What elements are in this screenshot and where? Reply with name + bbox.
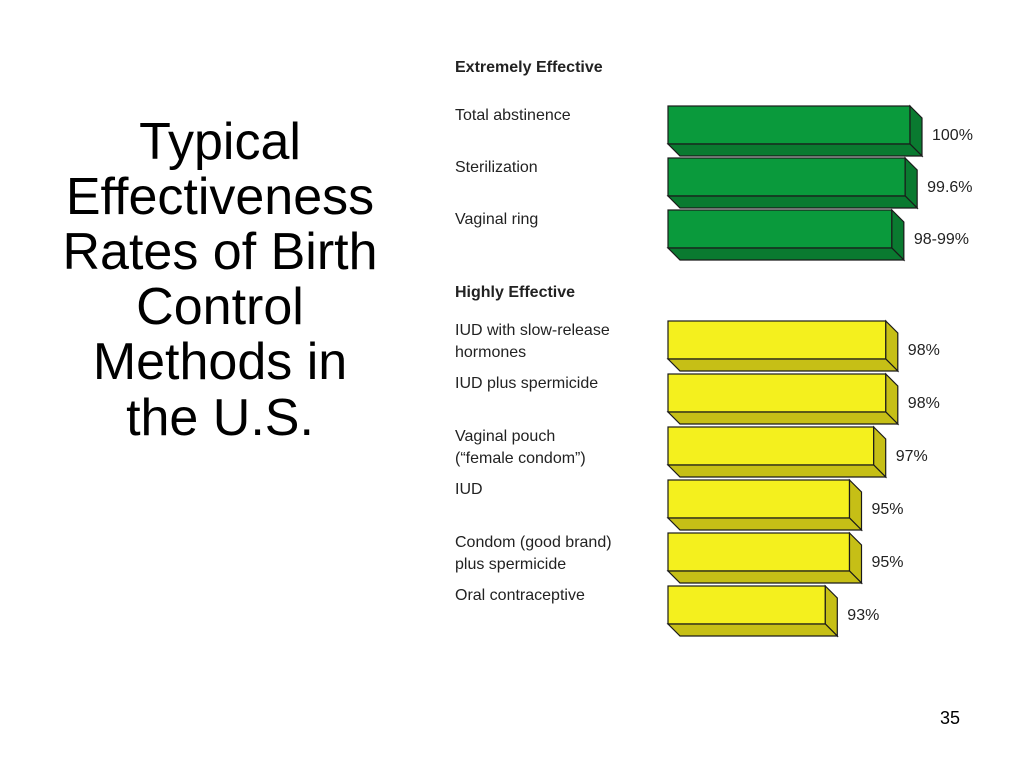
category-label: IUD plus spermicide [455, 375, 598, 392]
category-label: Oral contraceptive [455, 587, 585, 604]
bar-front [667, 479, 851, 519]
slide-title: Typical Effectiveness Rates of Birth Con… [20, 113, 420, 447]
bar-front [667, 105, 911, 145]
value-label: 98% [908, 395, 940, 412]
category-label: plus spermicide [455, 556, 566, 573]
slide-title-line: Typical [139, 113, 301, 171]
bar-front [667, 585, 826, 625]
bar-front [667, 532, 851, 572]
slide-title-line: the U.S. [126, 388, 314, 447]
slide-title-line: Methods in [92, 333, 348, 392]
value-label: 98% [908, 342, 940, 359]
slide-title-line: Control [136, 278, 304, 337]
value-label: 95% [872, 554, 904, 571]
value-label: 98-99% [914, 231, 969, 248]
bar-bottom [666, 195, 919, 209]
value-label: 97% [896, 448, 928, 465]
category-label: Condom (good brand) [455, 534, 612, 551]
bar-bottom [666, 570, 863, 584]
bar-front [667, 373, 887, 413]
category-label: Sterilization [455, 159, 538, 176]
value-label: 95% [872, 501, 904, 518]
bar-front [667, 426, 875, 466]
bar-front [667, 209, 893, 249]
bar-bottom [666, 517, 863, 531]
section-header: Extremely Effective [455, 59, 603, 76]
bar-bottom [666, 464, 888, 478]
category-label: IUD with slow-release [455, 322, 610, 339]
category-label: Vaginal pouch [455, 428, 555, 445]
category-label: (“female condom”) [455, 450, 586, 467]
category-label: Vaginal ring [455, 211, 538, 228]
page-number: 35 [939, 708, 961, 728]
value-label: 93% [847, 607, 879, 624]
bar-bottom [666, 247, 906, 261]
bar-bottom [666, 358, 900, 372]
category-label: IUD [455, 481, 483, 498]
slide-title-line: Effectiveness [65, 168, 375, 227]
bar-bottom [666, 143, 924, 157]
value-label: 100% [932, 127, 973, 144]
category-label: Total abstinence [455, 107, 571, 124]
category-label: hormones [455, 344, 526, 361]
bar-bottom [666, 411, 900, 425]
bar-front [667, 157, 906, 197]
section-header: Highly Effective [455, 284, 575, 301]
bar-front [667, 320, 887, 360]
slide-title-line: Rates of Birth [62, 223, 378, 282]
value-label: 99.6% [927, 179, 972, 196]
bar-bottom [666, 623, 839, 637]
